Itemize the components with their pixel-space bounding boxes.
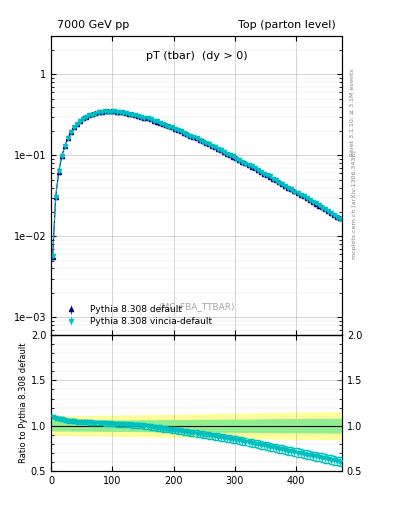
Text: mcplots.cern.ch [arXiv:1306.3436]: mcplots.cern.ch [arXiv:1306.3436] (352, 151, 357, 259)
Text: Rivet 3.1.10; ≥ 3.1M events: Rivet 3.1.10; ≥ 3.1M events (350, 69, 355, 157)
Text: Top (parton level): Top (parton level) (238, 20, 336, 30)
Text: (MC_FBA_TTBAR): (MC_FBA_TTBAR) (158, 302, 235, 311)
Text: pT (tbar)  (dy > 0): pT (tbar) (dy > 0) (146, 51, 247, 61)
Y-axis label: Ratio to Pythia 8.308 default: Ratio to Pythia 8.308 default (19, 343, 28, 463)
Text: 7000 GeV pp: 7000 GeV pp (57, 20, 129, 30)
Legend: Pythia 8.308 default, Pythia 8.308 vincia-default: Pythia 8.308 default, Pythia 8.308 vinci… (55, 301, 217, 331)
